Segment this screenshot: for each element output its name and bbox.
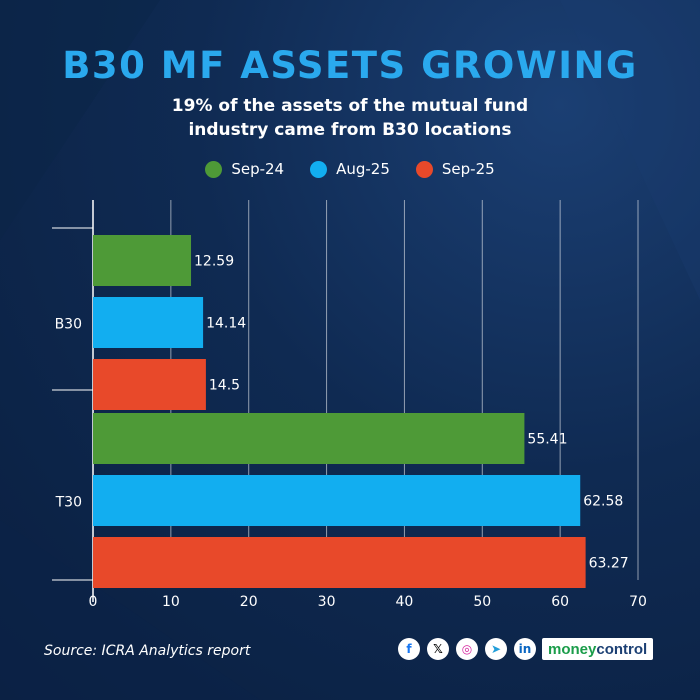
x-tick-label-7: 70 bbox=[629, 594, 647, 610]
x-tick-label-6: 60 bbox=[551, 594, 569, 610]
x-tick-label-1: 10 bbox=[162, 594, 180, 610]
instagram-icon[interactable]: ◎ bbox=[456, 638, 478, 660]
bar-b30-sep-24 bbox=[93, 235, 192, 286]
brand-logo-part1: money bbox=[548, 640, 597, 658]
source-note: Source: ICRA Analytics report bbox=[44, 643, 251, 659]
bar-t30-aug-25 bbox=[93, 475, 581, 526]
facebook-icon[interactable]: f bbox=[398, 638, 420, 660]
legend-swatch-sep25 bbox=[415, 160, 433, 178]
linkedin-icon[interactable]: in bbox=[514, 638, 536, 660]
legend-label-sep25: Sep-25 bbox=[441, 160, 495, 178]
legend-swatch-sep24 bbox=[205, 160, 223, 178]
bar-t30-sep-24 bbox=[93, 413, 525, 464]
page-subtitle: 19% of the assets of the mutual fund ind… bbox=[0, 94, 700, 142]
legend-label-sep24: Sep-24 bbox=[231, 160, 285, 178]
brand-logo-part2: control bbox=[596, 640, 648, 658]
social-links: f 𝕏 ◎ ➤ in bbox=[398, 638, 536, 660]
brand-logo[interactable]: money control bbox=[542, 638, 654, 660]
category-label-t30: T30 bbox=[55, 495, 82, 511]
x-tick-label-4: 40 bbox=[396, 594, 414, 610]
legend-item-aug25: Aug-25 bbox=[310, 160, 390, 178]
x-tick-label-2: 20 bbox=[240, 594, 258, 610]
x-tick-label-3: 30 bbox=[318, 594, 336, 610]
data-label-t30-sep-25: 63.27 bbox=[589, 556, 629, 572]
bar-t30-sep-25 bbox=[93, 537, 586, 588]
data-label-b30-aug-25: 14.14 bbox=[206, 316, 246, 332]
legend-item-sep25: Sep-25 bbox=[415, 160, 495, 178]
bar-b30-aug-25 bbox=[93, 297, 204, 348]
legend-label-aug25: Aug-25 bbox=[336, 160, 390, 178]
data-label-b30-sep-24: 12.59 bbox=[194, 254, 234, 270]
bar-b30-sep-25 bbox=[93, 359, 206, 410]
data-label-b30-sep-25: 14.5 bbox=[209, 378, 240, 394]
category-label-b30: B30 bbox=[55, 317, 82, 333]
page-title: B30 MF ASSETS GROWING bbox=[62, 44, 638, 87]
legend-swatch-aug25 bbox=[310, 160, 328, 178]
subtitle-line-1: 19% of the assets of the mutual fund bbox=[171, 96, 529, 116]
x-tick-label-0: 0 bbox=[89, 594, 98, 610]
telegram-icon[interactable]: ➤ bbox=[485, 638, 507, 660]
subtitle-line-2: industry came from B30 locations bbox=[188, 120, 512, 140]
x-tick-label-5: 50 bbox=[473, 594, 491, 610]
chart-legend: Sep-24 Aug-25 Sep-25 bbox=[0, 160, 700, 178]
data-label-t30-sep-24: 55.41 bbox=[527, 432, 567, 448]
data-label-t30-aug-25: 62.58 bbox=[583, 494, 623, 510]
x-icon[interactable]: 𝕏 bbox=[427, 638, 449, 660]
legend-item-sep24: Sep-24 bbox=[205, 160, 284, 178]
